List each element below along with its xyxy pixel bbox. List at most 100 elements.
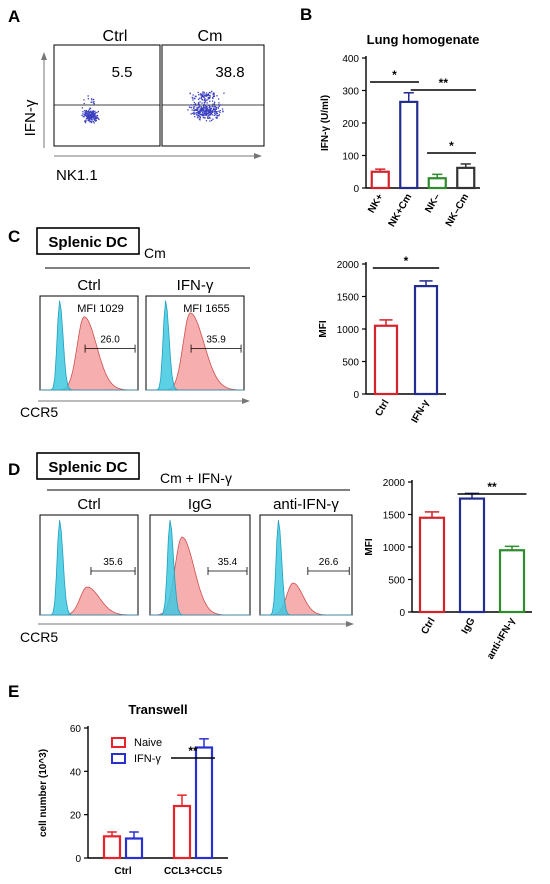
panel-label-b: B	[300, 5, 312, 24]
flow-a-ylabel: IFN-γ	[22, 99, 39, 136]
flow-dot	[192, 106, 194, 108]
flow-dot	[196, 107, 198, 109]
flow-dot	[95, 119, 97, 121]
y-axis-label: MFI	[318, 320, 329, 337]
flow-dot	[96, 114, 99, 117]
y-tick-label: 200	[342, 119, 359, 130]
c-hist-isotype	[146, 300, 244, 391]
flow-dot	[89, 118, 91, 121]
flow-dot	[192, 97, 194, 99]
flow-dot	[89, 114, 91, 116]
flow-dot	[202, 113, 204, 115]
flow-a-x-arrowhead	[254, 153, 262, 159]
x-tick-label: Ctrl	[419, 616, 437, 637]
flow-dot	[193, 111, 195, 114]
flow-dot	[205, 120, 208, 122]
flow-dot	[201, 114, 203, 116]
flow-dot	[214, 110, 216, 112]
flow-dot	[84, 112, 86, 115]
flow-dot	[90, 101, 92, 103]
flow-dot	[87, 112, 89, 114]
flow-a-y-arrowhead	[41, 52, 47, 60]
flow-dot	[89, 117, 91, 120]
flow-dot	[92, 114, 94, 116]
flow-dot	[196, 112, 199, 114]
flow-dot	[208, 97, 211, 99]
flow-dot	[200, 94, 202, 96]
flow-dot	[199, 112, 201, 114]
flow-dot	[212, 118, 214, 120]
flow-dot	[205, 108, 208, 110]
ccr5-arrowhead-c	[242, 398, 250, 404]
c-hist-title: IFN-γ	[177, 277, 214, 294]
flow-dot	[215, 110, 217, 113]
x-tick-label: CCL3+CCL5	[164, 866, 223, 877]
significance-label: **	[487, 480, 497, 494]
flow-dot	[207, 117, 209, 119]
flow-dot	[197, 91, 199, 94]
chart-title: Transwell	[128, 702, 187, 717]
flow-dot	[83, 110, 86, 112]
y-tick-label: 1500	[383, 511, 406, 522]
flow-dot	[93, 122, 95, 124]
flow-a-dots-ctrl	[81, 95, 100, 124]
flow-dot	[95, 120, 97, 122]
flow-dot	[211, 110, 213, 112]
flow-dot	[207, 98, 210, 100]
flow-dot	[203, 114, 205, 117]
ccr5-arrowhead-d	[346, 621, 354, 627]
legend-label: Naive	[134, 737, 162, 749]
x-tick-label: NK–	[423, 192, 443, 215]
flow-dot	[213, 108, 215, 110]
flow-dot	[201, 93, 203, 95]
y-tick-label: 2000	[337, 260, 360, 271]
flow-dot	[92, 110, 95, 112]
flow-dot	[208, 114, 210, 116]
flow-dot	[190, 113, 192, 115]
bar	[373, 324, 399, 396]
flow-dot	[199, 119, 201, 121]
flow-dot	[204, 105, 206, 107]
flow-dot	[204, 113, 206, 115]
flow-dot	[209, 120, 211, 122]
flow-dot	[88, 115, 90, 117]
flow-dot	[210, 110, 213, 112]
flow-dot	[194, 113, 196, 115]
flow-dot	[213, 95, 215, 97]
y-tick-label: 300	[342, 87, 359, 98]
flow-dot	[197, 103, 199, 105]
bar	[458, 497, 486, 614]
y-axis-label: MFI	[364, 538, 375, 555]
y-tick-label: 2000	[383, 478, 406, 489]
flow-dot	[219, 111, 221, 114]
panel-label-d: D	[8, 460, 20, 479]
flow-dot	[218, 104, 220, 106]
flow-dot	[195, 109, 197, 111]
flow-dot	[95, 118, 97, 120]
flow-dot	[88, 117, 90, 119]
flow-dot	[200, 96, 202, 98]
d-hist-title: IgG	[188, 496, 212, 513]
flow-dot	[91, 101, 93, 103]
flow-dot	[211, 119, 213, 122]
flow-dot	[195, 95, 197, 98]
flow-dot	[192, 112, 194, 114]
flow-dot	[222, 110, 224, 112]
flow-dot	[212, 96, 214, 99]
flow-dot	[204, 110, 206, 113]
flow-dot	[204, 98, 206, 100]
flow-dot	[208, 104, 210, 106]
c-gate-value: 26.0	[100, 335, 120, 346]
flow-dot	[195, 104, 197, 107]
flow-dot	[83, 114, 86, 116]
flow-dot	[223, 92, 225, 94]
flow-a-xlabel: NK1.1	[56, 167, 98, 184]
y-axis-label: IFN-γ (U/ml)	[320, 95, 331, 151]
flow-dot	[216, 117, 218, 119]
bar	[124, 837, 144, 860]
flow-dot	[200, 107, 202, 109]
chart-title: Lung homogenate	[367, 32, 480, 47]
flow-dot	[91, 116, 93, 118]
flow-dot	[193, 101, 195, 104]
flow-dot	[202, 107, 204, 109]
